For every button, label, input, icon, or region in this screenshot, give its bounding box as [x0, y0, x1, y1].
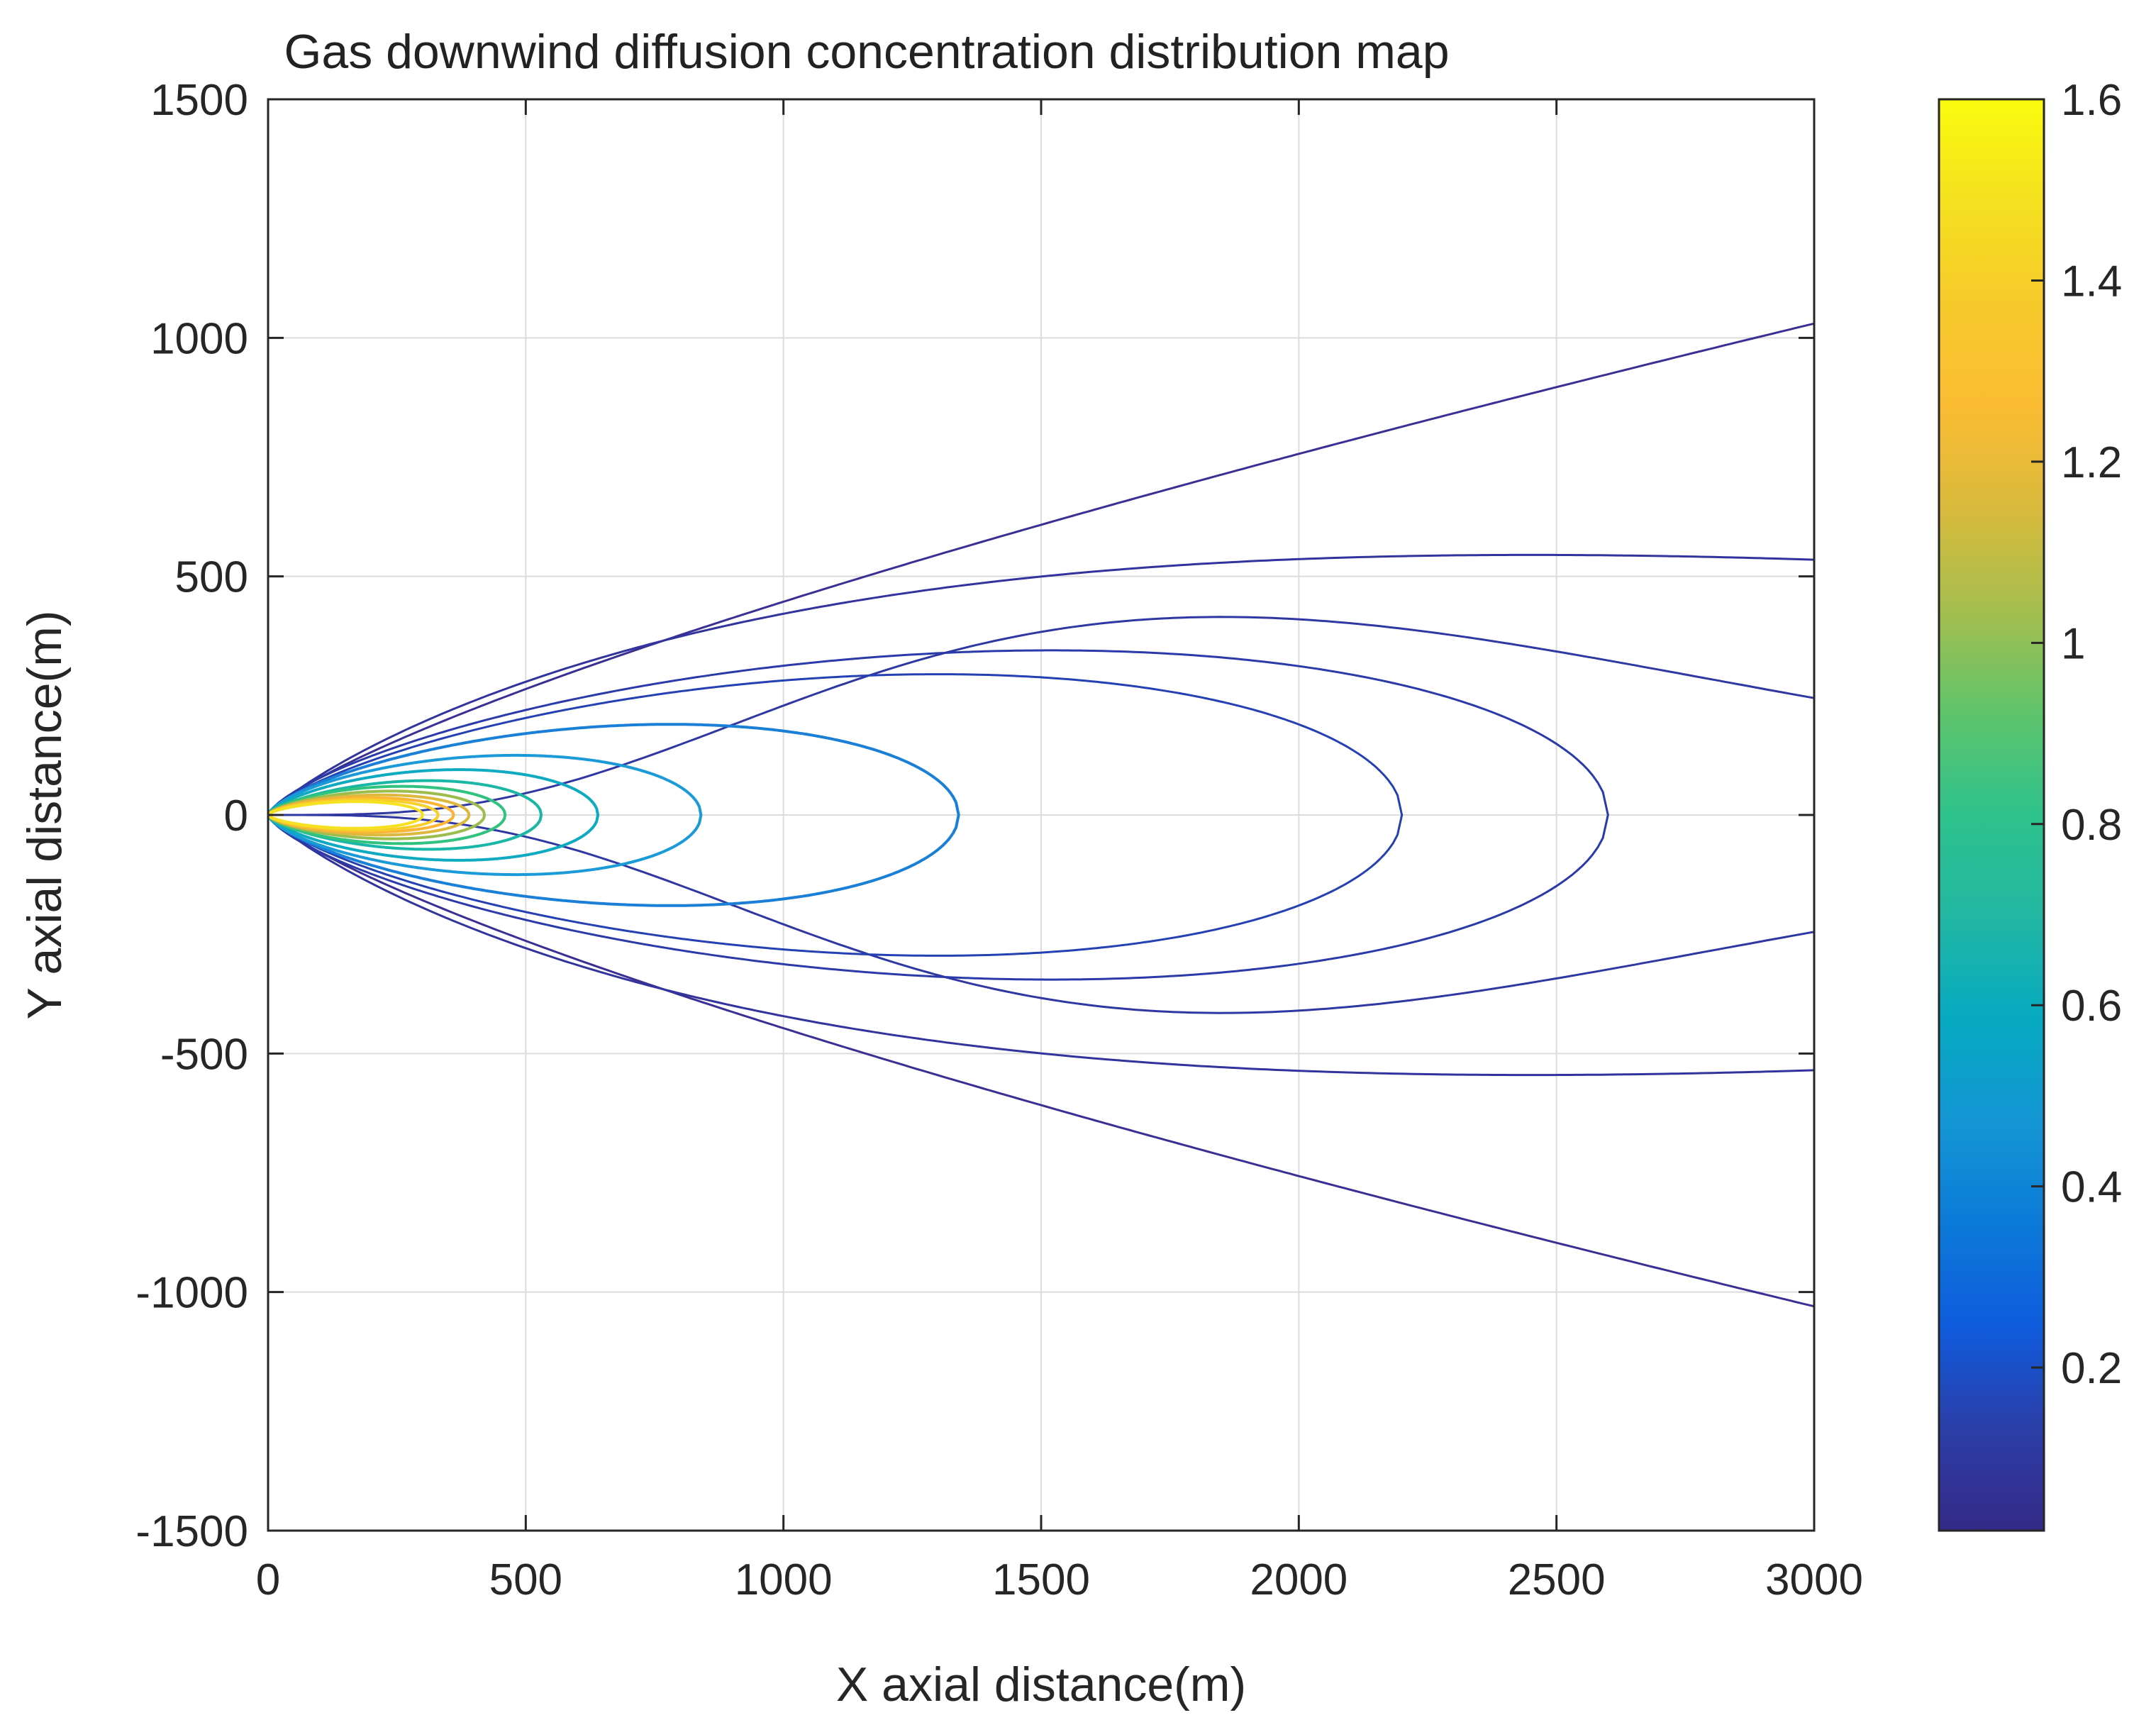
colorbar-tick-label: 1 [2061, 619, 2085, 668]
y-axis-label: Y axial distance(m) [18, 611, 72, 1020]
colorbar-tick-label: 1.2 [2061, 438, 2122, 487]
contour-line-level-0-3 [268, 723, 960, 907]
contour-line-level-0-75 [268, 779, 543, 851]
contour-line-level-0-05 [268, 322, 1814, 1308]
colorbar-frame [1938, 98, 2045, 1532]
contour-line-level-1-05 [268, 789, 487, 840]
x-tick-label: 1000 [735, 1555, 833, 1604]
colorbar-tick-label: 0.4 [2061, 1163, 2122, 1212]
y-tick-label: 1000 [150, 314, 248, 363]
x-tick-label: 3000 [1765, 1555, 1863, 1604]
x-tick-label: 500 [489, 1555, 562, 1604]
y-tick-label: 500 [175, 553, 248, 602]
colorbar-tick-label: 0.2 [2061, 1344, 2122, 1393]
y-axis-ticks: -1500 -1000 -500 0 500 1000 1500 [135, 76, 1814, 1556]
y-tick-label: -500 [160, 1030, 248, 1079]
colorbar-tick-label: 1.6 [2061, 76, 2122, 125]
colorbar-ticks: 0.2 0.4 0.6 0.8 1 1.2 1.4 1.6 [2031, 76, 2122, 1393]
colorbar-tick-label: 0.8 [2061, 801, 2122, 850]
x-axis-label: X axial distance(m) [836, 1658, 1246, 1711]
y-tick-label: -1500 [135, 1507, 248, 1556]
contour-line-level-0-9 [268, 784, 507, 845]
x-tick-label: 1500 [992, 1555, 1090, 1604]
x-tick-label: 2000 [1250, 1555, 1348, 1604]
contour-line-level-0-6 [268, 768, 600, 862]
contour-line-level-0-08 [268, 553, 1814, 1077]
contour-line-level-0-1 [268, 616, 1814, 1014]
colorbar-tick-label: 1.4 [2061, 257, 2122, 306]
contour-lines [268, 322, 1814, 1308]
contour-line-level-1-2 [268, 793, 471, 837]
contour-line-level-0-14 [268, 673, 1404, 957]
y-tick-label: 0 [224, 792, 248, 840]
y-tick-label: 1500 [150, 76, 248, 125]
colorbar [1939, 99, 2044, 1531]
x-tick-label: 2500 [1508, 1555, 1606, 1604]
y-tick-label: -1000 [135, 1269, 248, 1318]
colorbar-tick-label: 0.6 [2061, 982, 2122, 1031]
contour-line-level-1-55 [268, 800, 424, 830]
chart-title: Gas downwind diffusion concentration dis… [284, 25, 1449, 79]
x-axis-ticks: 0 500 1000 1500 2000 2500 3000 [256, 99, 1863, 1604]
contour-line-level-0-12 [268, 649, 1609, 981]
contour-line-level-0-45 [268, 753, 703, 877]
x-tick-label: 0 [256, 1555, 280, 1604]
